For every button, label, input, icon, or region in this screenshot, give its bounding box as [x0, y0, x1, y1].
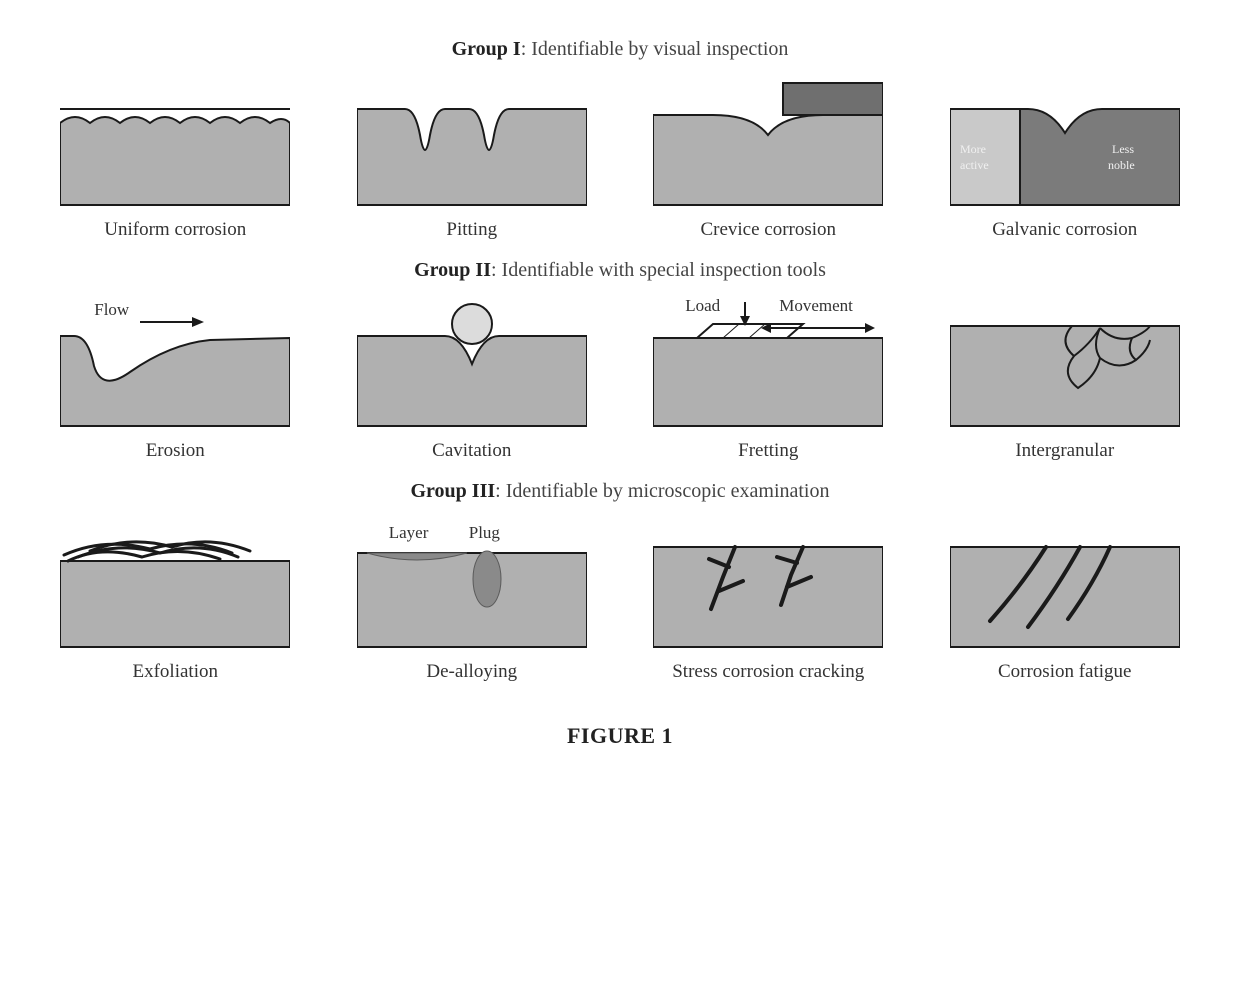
tile-erosion: Flow — [60, 296, 290, 436]
diagram-dealloying: Layer Plug De-alloying — [337, 517, 608, 683]
tile-pitting — [357, 75, 587, 215]
figure-label: FIGURE 1 — [40, 723, 1200, 749]
caption-fretting: Fretting — [738, 440, 798, 462]
svg-text:Less: Less — [1112, 142, 1134, 156]
diagram-exfoliation: Exfoliation — [40, 517, 311, 683]
group3-title: Group III: Identifiable by microscopic e… — [40, 480, 1200, 503]
diagram-pitting: Pitting — [337, 75, 608, 241]
diagram-galvanic: More active Less noble Galvanic corrosio… — [930, 75, 1201, 241]
svg-text:More: More — [960, 142, 986, 156]
svg-text:noble: noble — [1108, 158, 1135, 172]
group2-title: Group II: Identifiable with special insp… — [40, 259, 1200, 282]
tile-fatigue — [950, 517, 1180, 657]
diagram-erosion: Flow Erosion — [40, 296, 311, 462]
tile-exfoliation — [60, 517, 290, 657]
label-layer: Layer — [389, 523, 429, 543]
caption-galvanic: Galvanic corrosion — [992, 219, 1137, 241]
caption-intergranular: Intergranular — [1015, 440, 1114, 462]
diagram-scc: Stress corrosion cracking — [633, 517, 904, 683]
diagram-fatigue: Corrosion fatigue — [930, 517, 1201, 683]
diagram-intergranular: Intergranular — [930, 296, 1201, 462]
tile-dealloying: Layer Plug — [357, 517, 587, 657]
caption-pitting: Pitting — [446, 219, 497, 241]
label-movement: Movement — [779, 296, 853, 316]
caption-uniform: Uniform corrosion — [104, 219, 246, 241]
group3-row: Exfoliation Layer Plug De-alloying — [40, 517, 1200, 683]
label-plug: Plug — [469, 523, 500, 543]
group1-title: Group I: Identifiable by visual inspecti… — [40, 38, 1200, 61]
diagram-cavitation: Cavitation — [337, 296, 608, 462]
svg-text:active: active — [960, 158, 989, 172]
caption-dealloying: De-alloying — [426, 661, 517, 683]
tile-uniform — [60, 75, 290, 215]
diagram-uniform-corrosion: Uniform corrosion — [40, 75, 311, 241]
tile-intergranular — [950, 296, 1180, 436]
diagram-crevice: Crevice corrosion — [633, 75, 904, 241]
group1-row: Uniform corrosion Pitting Crevice corros… — [40, 75, 1200, 241]
caption-fatigue: Corrosion fatigue — [998, 661, 1132, 683]
group2-row: Flow Erosion Cavitation Load Movement — [40, 296, 1200, 462]
tile-crevice — [653, 75, 883, 215]
tile-galvanic: More active Less noble — [950, 75, 1180, 215]
label-flow: Flow — [94, 300, 129, 320]
tile-cavitation — [357, 296, 587, 436]
caption-exfoliation: Exfoliation — [133, 661, 218, 683]
caption-scc: Stress corrosion cracking — [672, 661, 864, 683]
caption-erosion: Erosion — [146, 440, 205, 462]
tile-scc — [653, 517, 883, 657]
caption-crevice: Crevice corrosion — [700, 219, 836, 241]
tile-fretting: Load Movement — [653, 296, 883, 436]
caption-cavitation: Cavitation — [432, 440, 511, 462]
label-load: Load — [685, 296, 720, 316]
diagram-fretting: Load Movement Fretting — [633, 296, 904, 462]
